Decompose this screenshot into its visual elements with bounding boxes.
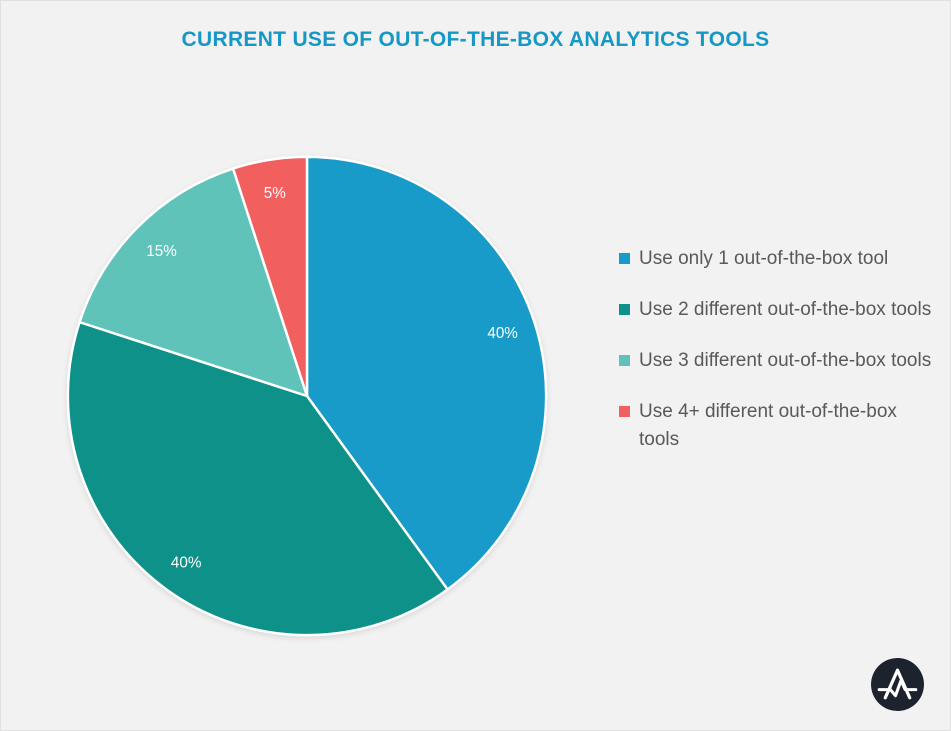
legend-marker-icon [619,253,630,264]
legend-marker-icon [619,355,630,366]
a-pulse-logo-icon [871,658,924,711]
legend-label: Use 4+ different out-of-the-box tools [639,401,897,450]
legend-marker-icon [619,304,630,315]
legend-item: Use 2 different out-of-the-box tools [619,296,933,324]
logo-pulse-glyph [877,678,918,698]
legend-item: Use 3 different out-of-the-box tools [619,347,933,375]
chart-title: CURRENT USE OF OUT-OF-THE-BOX ANALYTICS … [181,28,770,51]
brand-logo [870,657,925,712]
pie-slice-label: 40% [171,555,202,572]
pie-slice-label: 15% [146,243,177,260]
legend-item: Use only 1 out-of-the-box tool [619,245,933,273]
pie-slice-label: 40% [487,325,518,342]
pie-slice-4 [231,155,309,398]
legend-item: Use 4+ different out-of-the-box tools [619,398,933,454]
legend-label: Use 2 different out-of-the-box tools [639,299,932,320]
pie-chart: 40% 40% 15% 5% [61,150,553,642]
legend-label: Use only 1 out-of-the-box tool [639,248,889,269]
logo-circle [871,658,924,711]
pie-slice-label: 5% [264,185,286,202]
pie-slice-1 [305,155,548,591]
legend: Use only 1 out-of-the-box tool Use 2 dif… [619,245,933,454]
pie-slice-3 [78,167,309,398]
legend-marker-icon [619,406,630,417]
legend-label: Use 3 different out-of-the-box tools [639,350,932,371]
pie-slice-2 [66,320,449,637]
pie-chart-svg: 40% 40% 15% 5% [66,155,548,637]
